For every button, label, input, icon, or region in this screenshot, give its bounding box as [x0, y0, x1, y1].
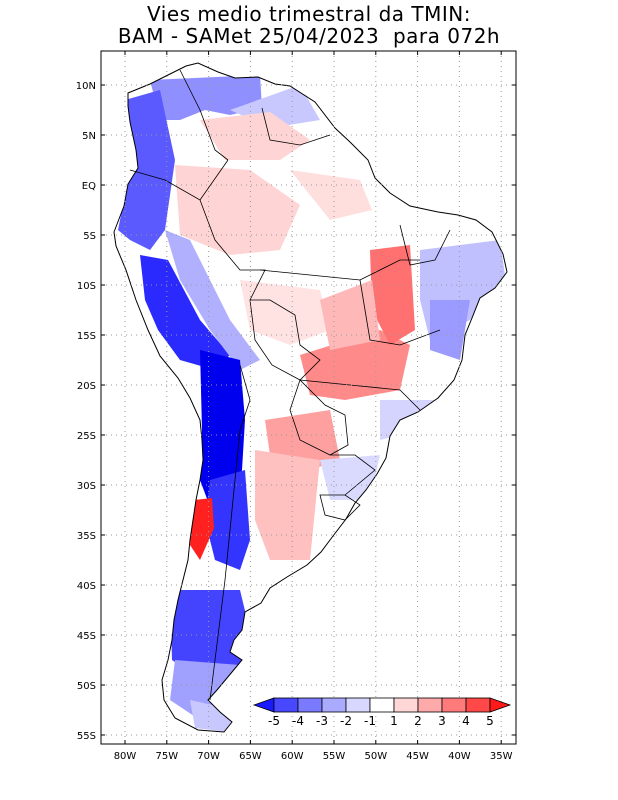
colorbar-label: -2 [340, 714, 352, 728]
lon-label: 65W [239, 751, 262, 762]
border-argentina-brazil [330, 454, 376, 496]
bias-area-uruguay [320, 455, 380, 500]
border-peru-brazil [199, 199, 266, 301]
border-brazil-states-b [359, 279, 441, 346]
lat-label: 50S [77, 681, 96, 692]
colorbar-swatch [321, 697, 347, 713]
border-brazil-states-d [299, 379, 421, 411]
country-borders [129, 69, 451, 701]
colorbar-label: -3 [316, 714, 328, 728]
lon-label: 50W [364, 751, 387, 762]
latitude-axis: 10N 5N EQ 5S 10S 15S 20S 25S 30S 35S 40S 45S 50S 55S [76, 81, 516, 742]
bias-area-bahia [430, 300, 470, 360]
colorbar-swatch [369, 697, 395, 713]
lat-label: 25S [77, 431, 96, 442]
lat-label: 20S [77, 381, 96, 392]
lat-label: 5S [83, 231, 96, 242]
lat-label: 55S [77, 731, 96, 742]
colorbar: -5 -4 -3 -2 -1 1 2 3 4 5 [252, 697, 512, 728]
lon-label: 35W [490, 751, 513, 762]
bias-area-chile-red [190, 498, 214, 560]
colorbar-label: 5 [486, 714, 494, 728]
border-paraguay [289, 379, 349, 456]
map-title-line2: BAM - SAMet 25/04/2023 para 072h [117, 24, 501, 48]
colorbar-swatch [465, 697, 491, 713]
border-bolivia [249, 299, 321, 381]
lon-label: 40W [448, 751, 471, 762]
lat-label: 15S [77, 331, 96, 342]
lat-label: 5N [82, 131, 96, 142]
lon-label: 75W [155, 751, 178, 762]
colorbar-swatch [297, 697, 323, 713]
colorbar-swatch [417, 697, 443, 713]
lon-label: 55W [323, 751, 346, 762]
coastline [113, 62, 508, 733]
border-brazil-states-a [259, 259, 420, 281]
bias-area-guianas [200, 112, 310, 160]
lon-label: 80W [114, 751, 137, 762]
bias-area-peru-andes [140, 255, 230, 370]
colorbar-label: 2 [414, 714, 422, 728]
colorbar-high-arrow [489, 697, 512, 713]
colorbar-label: -5 [268, 714, 280, 728]
bias-area-central-pale [320, 280, 380, 350]
colorbar-swatch [393, 697, 419, 713]
lat-label: 10S [77, 281, 96, 292]
colorbar-swatch [273, 697, 299, 713]
colorbar-label: 3 [438, 714, 446, 728]
colorbar-label: 1 [390, 714, 398, 728]
border-colombia-venezuela [179, 69, 229, 161]
bias-area-amazon-east [290, 170, 372, 220]
bias-area-chaco [255, 450, 320, 560]
colorbar-label: 4 [462, 714, 470, 728]
colorbar-label: -1 [364, 714, 376, 728]
colorbar-swatch [345, 697, 371, 713]
lat-label: EQ [82, 181, 96, 192]
border-chile-argentina [209, 364, 251, 701]
lat-label: 45S [77, 631, 96, 642]
graticule [101, 51, 516, 744]
lon-label: 60W [281, 751, 304, 762]
bias-area-northern-andes [118, 90, 175, 250]
border-brazil-states-c [399, 224, 451, 266]
lat-label: 40S [77, 581, 96, 592]
border-colombia-ecuador-peru [129, 159, 229, 201]
colorbar-label: -4 [292, 714, 304, 728]
lat-label: 35S [77, 531, 96, 542]
border-uruguay [319, 494, 361, 521]
lon-label: 45W [406, 751, 429, 762]
map-title-line1: Vies medio trimestral da TMIN: [147, 2, 471, 26]
bias-area-central-chile [205, 470, 250, 570]
lon-label: 70W [197, 751, 220, 762]
lat-label: 10N [76, 81, 96, 92]
bias-area-goias [370, 245, 415, 345]
bias-area-bolivia [240, 280, 330, 345]
lat-label: 30S [77, 481, 96, 492]
colorbar-swatch [441, 697, 467, 713]
bias-area-amazon-west [175, 165, 300, 255]
longitude-axis: 80W 75W 70W 65W 60W 55W 50W 45W 40W 35W [114, 51, 513, 762]
border-guianas [261, 107, 331, 146]
